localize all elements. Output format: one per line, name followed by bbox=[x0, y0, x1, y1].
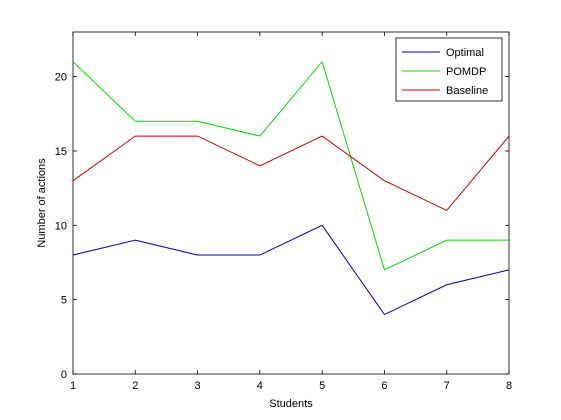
y-tick-label: 0 bbox=[61, 369, 67, 381]
x-tick-label: 7 bbox=[444, 380, 450, 392]
y-tick-label: 15 bbox=[55, 146, 67, 158]
x-tick-label: 3 bbox=[195, 380, 201, 392]
series-line-optimal bbox=[72, 224, 510, 316]
legend-label-baseline: Baseline bbox=[446, 85, 488, 97]
x-tick-label: 2 bbox=[132, 380, 138, 392]
y-tick-label: 10 bbox=[55, 220, 67, 232]
y-tick-label: 5 bbox=[61, 295, 67, 307]
y-tick-label: 20 bbox=[55, 72, 67, 84]
series-lines bbox=[72, 60, 510, 316]
x-tick-label: 8 bbox=[506, 380, 512, 392]
x-tick-label: 1 bbox=[70, 380, 76, 392]
legend: Optimal POMDP Baseline bbox=[395, 37, 503, 102]
series-line-baseline bbox=[72, 135, 510, 212]
legend-box bbox=[395, 37, 503, 102]
x-tick-label: 5 bbox=[319, 380, 325, 392]
y-axis: 0 5 10 15 20 bbox=[55, 72, 509, 381]
x-tick-label: 6 bbox=[381, 380, 387, 392]
series-line-pomdp bbox=[72, 60, 509, 271]
legend-label-optimal: Optimal bbox=[446, 47, 484, 59]
legend-label-pomdp: POMDP bbox=[446, 66, 486, 78]
x-tick-label: 4 bbox=[257, 380, 263, 392]
y-axis-label: Number of actions bbox=[36, 158, 48, 248]
x-axis: 1 2 3 4 5 6 7 8 bbox=[70, 32, 512, 392]
x-axis-label: Students bbox=[269, 398, 313, 410]
